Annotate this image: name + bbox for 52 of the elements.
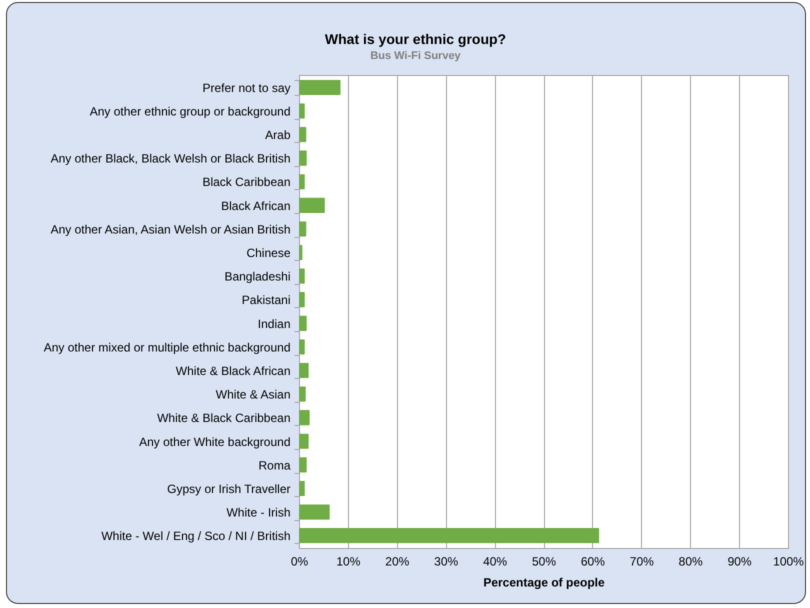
bar [299,457,307,473]
y-tick-label: Any other mixed or multiple ethnic background [44,340,290,354]
y-tick-label: Bangladeshi [224,270,290,284]
x-tick-label: 0% [290,554,308,568]
y-tick-label: White & Asian [216,388,290,402]
chart-subtitle: Bus Wi-Fi Survey [370,50,462,62]
y-tick-label: Chinese [246,246,291,260]
x-tick-label: 30% [434,554,459,568]
bar [299,504,330,520]
bar [299,339,305,355]
bar [299,198,325,214]
y-tick-label: White - Irish [226,506,290,520]
x-tick-label: 70% [630,554,654,568]
y-tick-label: Black African [221,198,290,213]
bar [299,292,305,308]
chart-title: What is your ethnic group? [324,31,506,47]
bar [299,410,310,426]
y-tick-label: Any other White background [139,434,290,449]
y-tick-label: Gypsy or Irish Traveller [167,482,290,496]
y-tick-label: Any other ethnic group or background [90,104,290,118]
x-tick-label: 50% [532,554,556,568]
bar [299,480,305,496]
x-tick-label: 100% [773,554,804,568]
bar [299,150,307,166]
bar [299,386,306,402]
x-tick-label: 90% [728,554,752,568]
x-tick-label: 60% [580,554,606,568]
bar [299,316,307,331]
y-tick-label: Any other Asian, Asian Welsh or Asian British [50,222,290,236]
y-tick-label: White - Wel / Eng / Sco / NI / British [101,529,290,544]
y-tick-label: White & Black African [176,364,290,378]
y-tick-label: Prefer not to say [202,80,290,95]
y-tick-label: Indian [258,316,290,331]
bar [299,362,309,378]
y-tick-label: Pakistani [242,293,290,308]
y-tick-label: Arab [265,128,291,142]
bar [299,268,305,284]
x-axis-title: Percentage of people [483,576,606,590]
x-tick-label: 40% [483,554,508,568]
bar [299,434,309,449]
bar [299,103,305,119]
bar [299,528,600,544]
bar [299,80,341,96]
y-tick-label: Any other Black, Black Welsh or Black British [50,152,290,166]
x-tick-label: 10% [336,554,361,568]
bar [299,126,306,142]
x-tick-label: 80% [678,554,704,568]
y-tick-label: White & Black Caribbean [157,411,290,426]
bar [299,221,306,237]
x-tick-label: 20% [385,554,410,568]
y-tick-label: Roma [258,458,291,472]
y-tick-label: Black Caribbean [202,175,290,190]
